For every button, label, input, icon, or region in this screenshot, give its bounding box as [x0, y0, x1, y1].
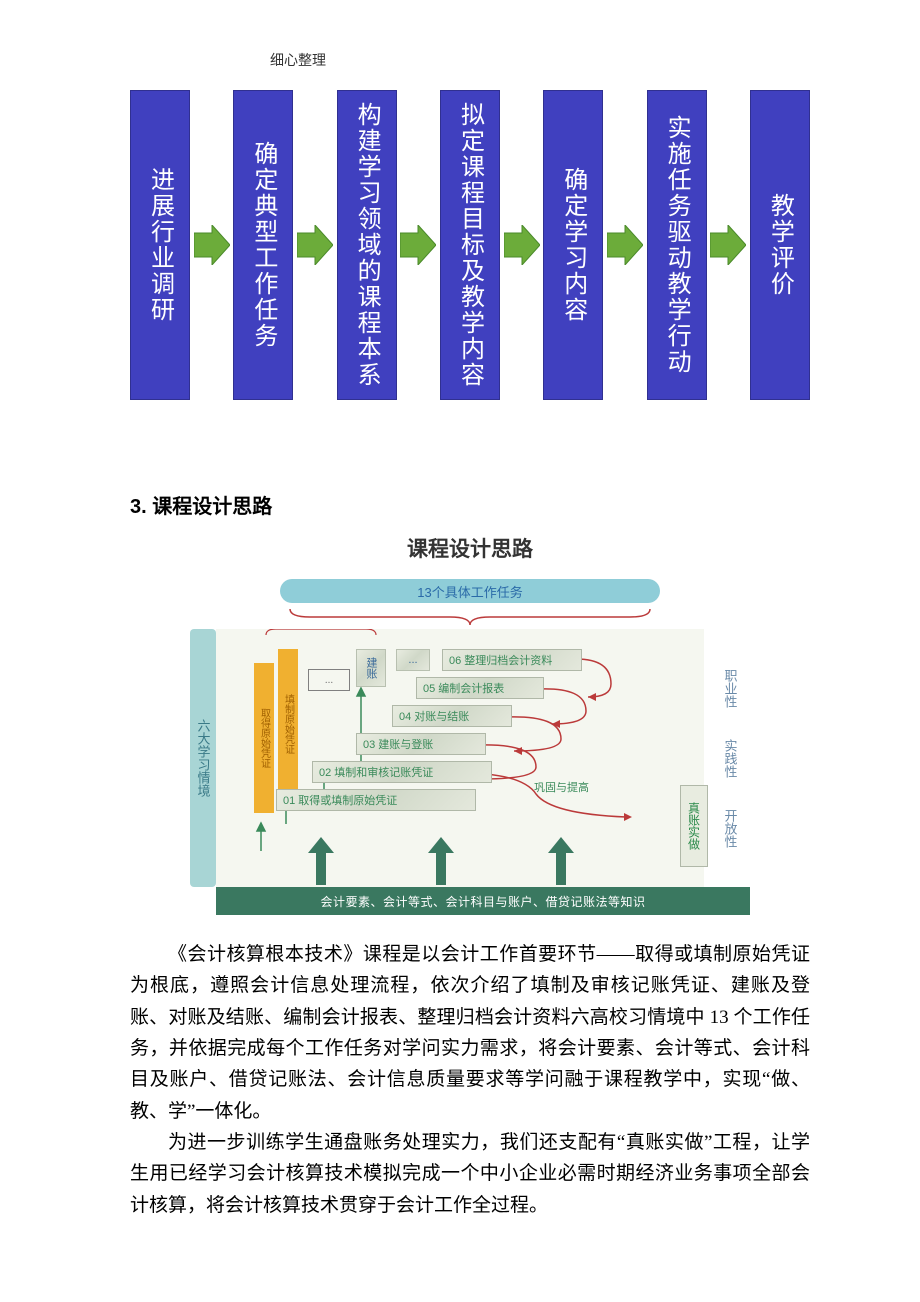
- flow-arrow-icon: [504, 225, 540, 265]
- flow-step-5: 确定学习内容: [543, 90, 603, 400]
- dots-box: ...: [308, 669, 350, 691]
- step-06: 06 整理归档会计资料: [442, 649, 582, 671]
- step-01: 01 取得或填制原始凭证: [276, 789, 476, 811]
- section-heading: 3. 课程设计思路: [130, 490, 810, 519]
- flow-diagram: 进展行业调研 确定典型工作任务 构建学习领域的课程本系 拟定课程目标及教学内容 …: [130, 90, 810, 400]
- diagram-main: 六大学习情境: [190, 629, 750, 887]
- real-account-box: 真账实做: [680, 785, 708, 867]
- right-label-1: 职业性: [710, 661, 750, 715]
- flow-arrow-icon: [297, 225, 333, 265]
- left-pill: 六大学习情境: [190, 629, 216, 887]
- flow-arrow-icon: [400, 225, 436, 265]
- green-bottom-bar: 会计要素、会计等式、会计科目与账户、借贷记账法等知识: [216, 887, 750, 915]
- flow-step-3: 构建学习领域的课程本系: [337, 90, 397, 400]
- flow-step-2: 确定典型工作任务: [233, 90, 293, 400]
- flow-arrow-icon: [710, 225, 746, 265]
- right-labels: 职业性 实践性 开放性: [710, 629, 750, 887]
- body-paragraph-1: 《会计核算根本技术》课程是以会计工作首要环节——取得或填制原始凭证为根底，遵照会…: [130, 939, 810, 1127]
- flow-arrow-icon: [194, 225, 230, 265]
- up-arrow-icon: [546, 835, 576, 885]
- step-03: 03 建账与登账: [356, 733, 486, 755]
- diagram-title: 课程设计思路: [190, 533, 750, 563]
- up-arrow-icon: [306, 835, 336, 885]
- brace-icon: [280, 607, 660, 625]
- body-paragraph-2: 为进一步训练学生通盘账务处理实力，我们还支配有“真账实做”工程，让学生用已经学习…: [130, 1127, 810, 1221]
- step-02: 02 填制和审核记账凭证: [312, 761, 492, 783]
- flow-step-4: 拟定课程目标及教学内容: [440, 90, 500, 400]
- document-page: 细心整理 进展行业调研 确定典型工作任务 构建学习领域的课程本系 拟定课程目标及…: [0, 0, 920, 1302]
- top-pill: 13个具体工作任务: [280, 579, 660, 603]
- step-05: 05 编制会计报表: [416, 677, 544, 699]
- yellow-bar-1: 取得原始凭证: [254, 663, 274, 813]
- course-design-diagram: 课程设计思路 13个具体工作任务 六大学习情境: [190, 533, 750, 915]
- up-arrow-icon: [426, 835, 456, 885]
- right-label-2: 实践性: [710, 731, 750, 785]
- step-04: 04 对账与结账: [392, 705, 512, 727]
- page-header-label: 细心整理: [270, 50, 810, 70]
- flow-step-7: 教学评价: [750, 90, 810, 400]
- flow-step-1: 进展行业调研: [130, 90, 190, 400]
- flow-arrow-icon: [607, 225, 643, 265]
- consolidate-label: 巩固与提高: [534, 779, 589, 795]
- top-dots: ...: [396, 649, 430, 671]
- flow-step-6: 实施任务驱动教学行动: [647, 90, 707, 400]
- jz-box: 建账: [356, 649, 386, 687]
- right-label-3: 开放性: [710, 801, 750, 855]
- center-stage: 取得原始凭证 填制原始凭证 ... 建账 ... 06 整理归档会计资料 05 …: [216, 629, 704, 887]
- yellow-bar-2: 填制原始凭证: [278, 649, 298, 799]
